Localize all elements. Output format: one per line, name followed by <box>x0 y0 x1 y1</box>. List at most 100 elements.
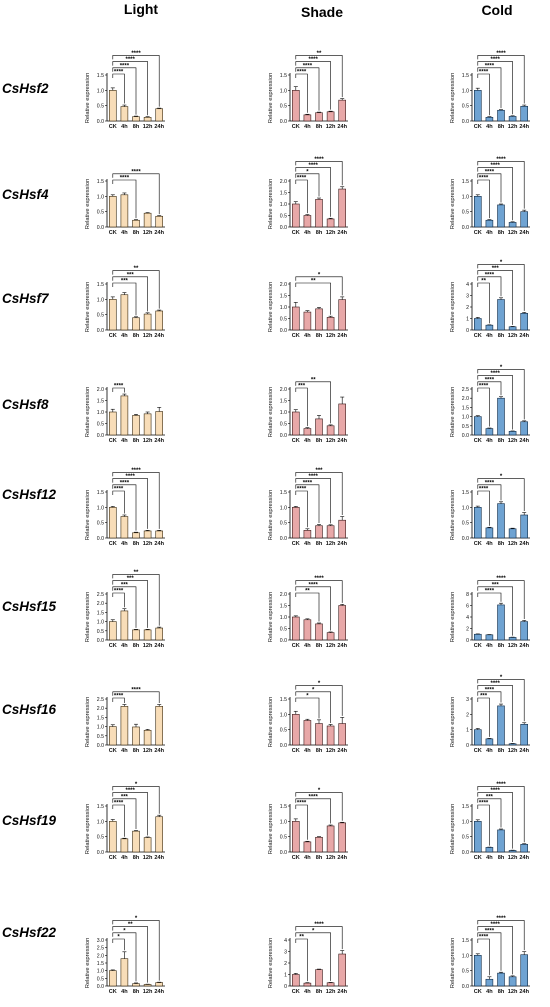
significance-label: * <box>318 681 321 687</box>
bar-4h <box>303 619 312 641</box>
x-tick-label: 24h <box>337 643 347 649</box>
y-tick-label: 0.0 <box>280 328 287 334</box>
y-tick-label: 0.5 <box>97 313 104 319</box>
bar-12h <box>143 212 152 228</box>
chart-cshsf19-cold: 0.0 0.5 1.0 1.5 Relative expression CK 4h 8h 12h… <box>450 782 530 861</box>
y-tick-label: 0.5 <box>280 521 287 527</box>
significance-label: **** <box>309 474 319 480</box>
x-tick-label: 12h <box>326 855 336 861</box>
significance-label: **** <box>496 576 506 582</box>
x-tick-label: 24h <box>519 989 529 995</box>
bar-24h <box>155 411 163 436</box>
x-tick-label: 4h <box>121 438 128 444</box>
significance-bracket <box>112 697 125 704</box>
y-tick-label: 0.0 <box>462 225 469 231</box>
bar-12h <box>508 528 517 539</box>
bar-4h <box>485 978 494 987</box>
bar-8h <box>315 969 323 987</box>
significance-bracket <box>295 179 308 214</box>
y-tick-label: 0.0 <box>462 119 469 125</box>
y-axis-label: Relative expression <box>268 179 274 230</box>
x-tick-label: 24h <box>337 438 347 444</box>
x-tick-label: 4h <box>121 333 128 339</box>
y-tick-label: 1.0 <box>97 505 104 511</box>
significance-bracket <box>295 798 331 824</box>
bar-8h <box>497 705 505 746</box>
bar-12h <box>508 326 517 331</box>
bar-8h <box>497 829 505 853</box>
significance-bracket <box>295 73 308 113</box>
bar-24h <box>155 982 163 987</box>
bar-ck <box>109 726 117 746</box>
bar-4h <box>120 838 129 853</box>
y-tick-label: 0.0 <box>97 850 104 856</box>
x-tick-label: 8h <box>316 333 323 339</box>
x-tick-label: 24h <box>337 748 347 754</box>
bar-4h <box>120 194 129 228</box>
y-tick-label: 2.0 <box>97 601 104 607</box>
chart-cshsf7-shade: 0.0 0.5 1.0 1.5 2.0 Relative expression CK 4h 8h… <box>268 272 348 339</box>
bar-12h <box>326 425 335 436</box>
significance-label: **** <box>485 687 495 693</box>
y-tick-label: 1.0 <box>97 410 104 416</box>
y-tick-label: 0.5 <box>280 627 287 633</box>
significance-label: **** <box>491 163 501 169</box>
significance-label: **** <box>485 928 495 934</box>
chart-cshsf8-cold: 0.0 0.5 1.0 1.5 2.0 2.5 Relative expression CK 4… <box>450 365 530 444</box>
y-tick-label: 1.5 <box>462 804 469 810</box>
significance-bracket <box>295 381 331 424</box>
significance-bracket <box>477 67 502 109</box>
significance-label: * <box>123 928 126 934</box>
significance-label: **** <box>120 176 130 182</box>
y-axis-label: Relative expression <box>85 697 91 748</box>
significance-label: **** <box>120 480 130 486</box>
significance-label: **** <box>479 935 489 941</box>
y-tick-label: 0.5 <box>462 969 469 975</box>
significance-bracket <box>112 574 160 626</box>
significance-label: **** <box>314 157 324 163</box>
chart-cshsf2-cold: 0.0 0.5 1.0 1.5 Relative expression CK 4h 8h 12h… <box>450 51 530 130</box>
bar-4h <box>485 847 494 853</box>
y-tick-label: 0 <box>466 743 469 749</box>
significance-bracket <box>112 786 160 814</box>
y-tick-label: 1.5 <box>462 938 469 944</box>
y-tick-label: 1.0 <box>280 88 287 94</box>
x-tick-label: 12h <box>508 333 518 339</box>
significance-bracket <box>295 161 343 186</box>
significance-label: **** <box>114 694 124 700</box>
bar-12h <box>508 976 517 987</box>
y-axis-label: Relative expression <box>85 938 91 989</box>
x-tick-label: 4h <box>304 989 311 995</box>
x-tick-label: 24h <box>519 124 529 130</box>
y-tick-label: 1.0 <box>462 953 469 959</box>
y-tick-label: 0.5 <box>97 104 104 110</box>
significance-label: **** <box>496 916 506 922</box>
bar-24h <box>338 519 346 539</box>
x-tick-label: CK <box>292 748 300 754</box>
bar-4h <box>120 706 129 746</box>
significance-bracket <box>295 167 331 217</box>
significance-bracket <box>477 161 525 209</box>
bar-ck <box>292 616 300 641</box>
y-axis-label: Relative expression <box>268 73 274 124</box>
significance-label: *** <box>127 576 135 582</box>
bar-24h <box>338 99 346 122</box>
y-tick-label: 1.5 <box>280 697 287 703</box>
x-tick-label: CK <box>292 124 300 130</box>
bar-8h <box>315 112 323 122</box>
x-tick-label: 8h <box>498 643 505 649</box>
x-tick-label: 12h <box>326 989 336 995</box>
y-tick-label: 0.0 <box>280 536 287 542</box>
y-tick-label: 0.0 <box>280 119 287 125</box>
chart-panels: 0.0 0.5 1.0 1.5 Relative expression CK 4h 8h 12h… <box>85 51 530 995</box>
bar-12h <box>326 317 335 331</box>
x-tick-label: 4h <box>121 541 128 547</box>
y-tick-label: 2.5 <box>97 946 104 952</box>
x-tick-label: 8h <box>316 124 323 130</box>
y-tick-label: 1.0 <box>280 819 287 825</box>
bar-8h <box>132 219 140 228</box>
x-tick-label: 12h <box>508 124 518 130</box>
significance-bracket <box>295 580 343 603</box>
y-tick-label: 2.0 <box>280 592 287 598</box>
bar-8h <box>315 723 323 746</box>
